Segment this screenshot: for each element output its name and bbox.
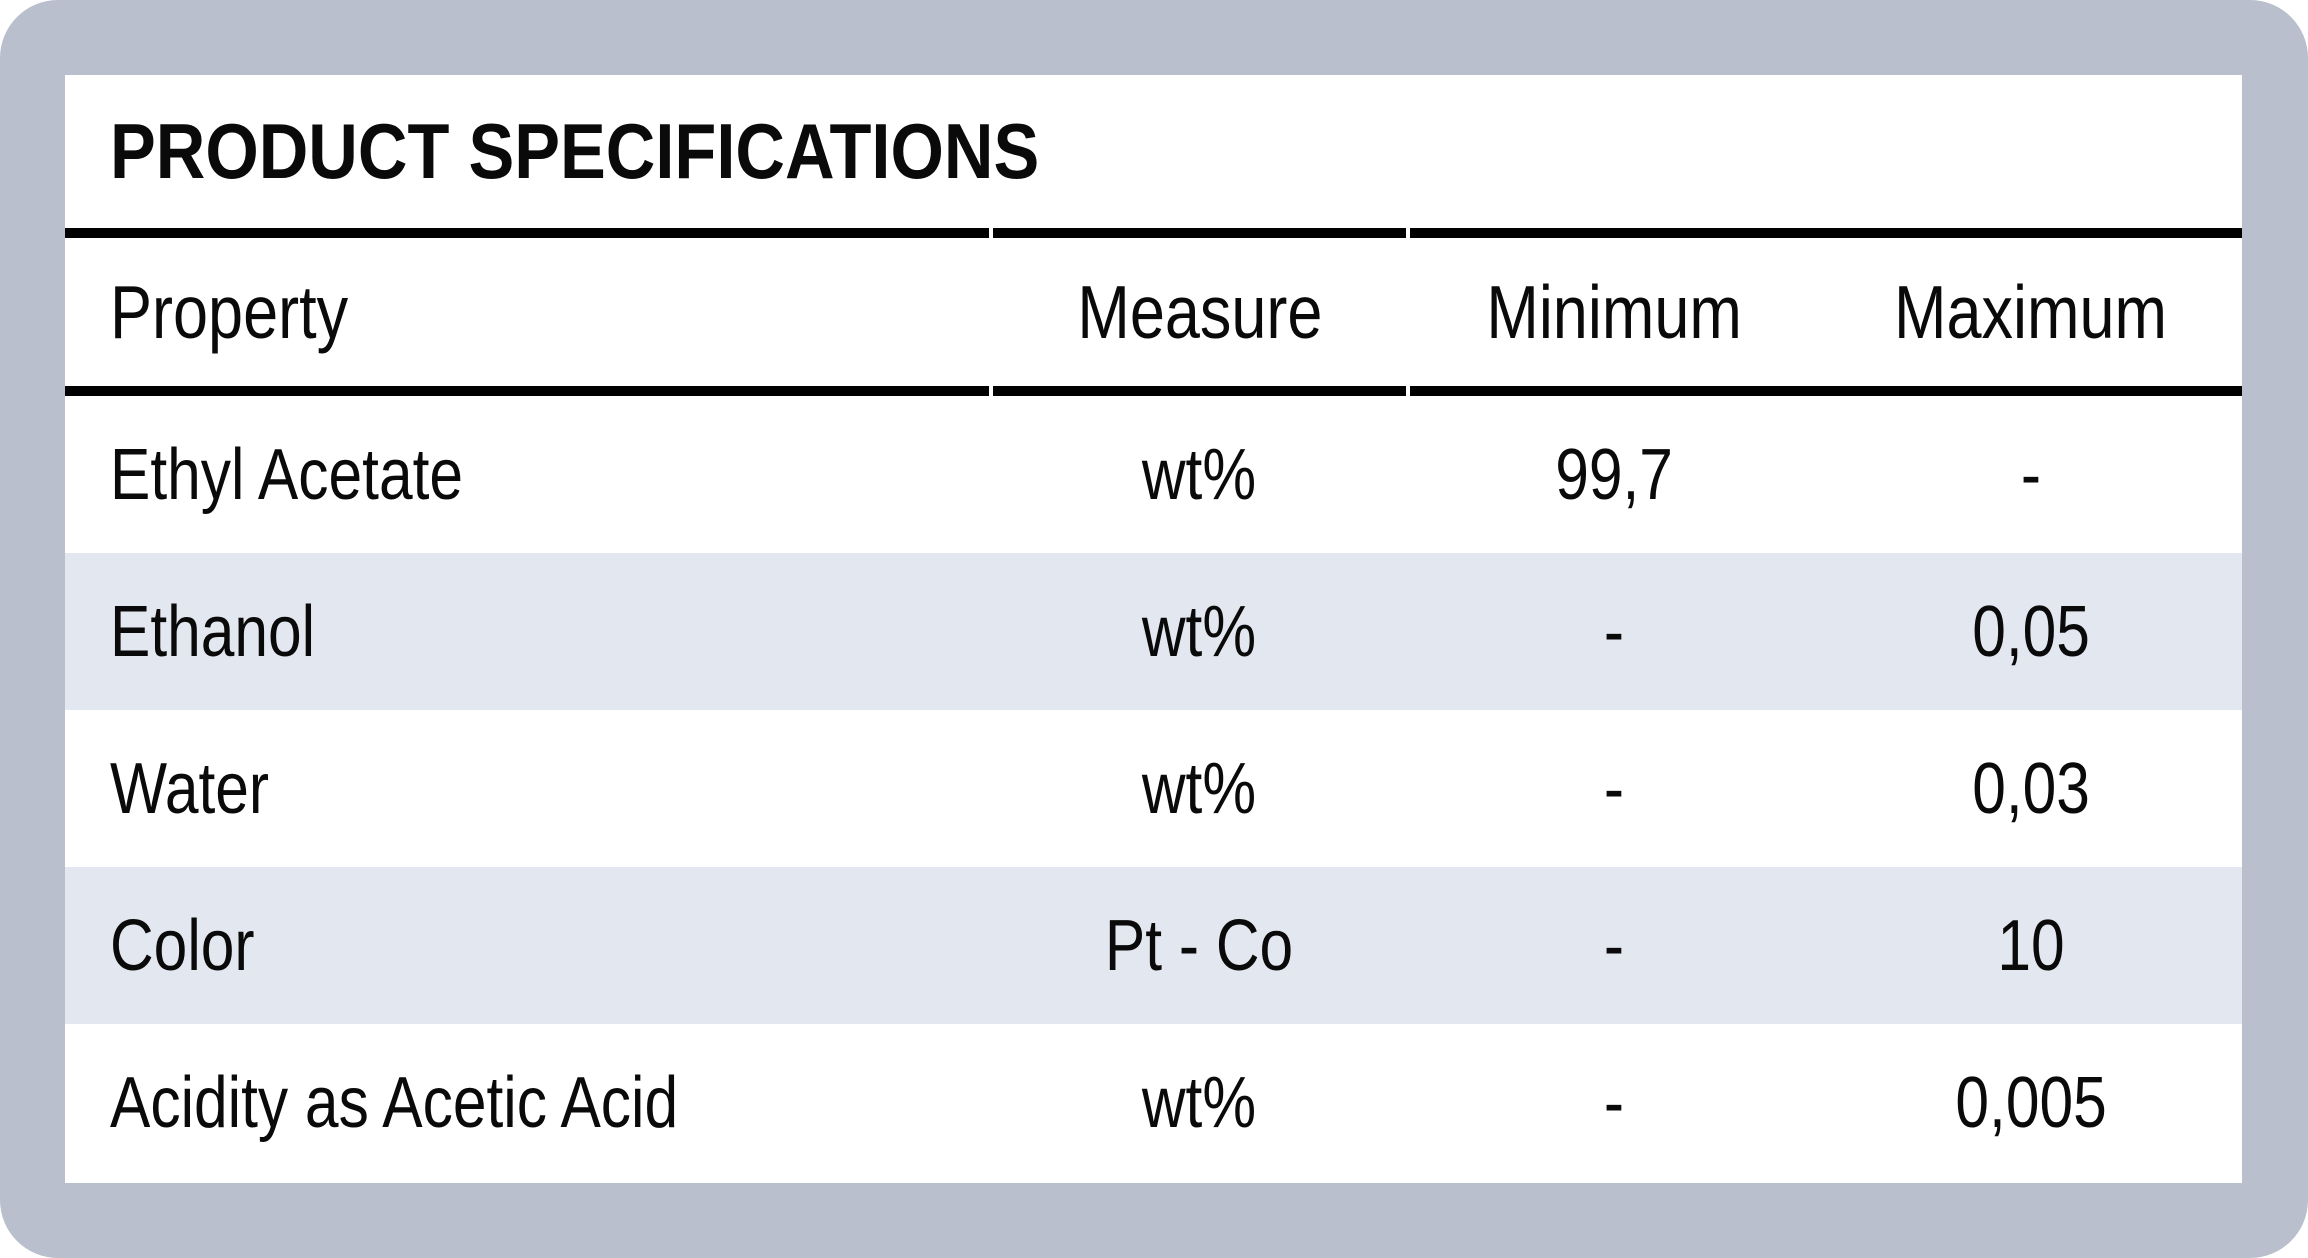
cell-maximum: 10 <box>1997 905 2065 986</box>
rule-segment <box>65 386 989 396</box>
cell-property: Ethanol <box>110 591 316 672</box>
cell-property: Ethyl Acetate <box>110 434 464 515</box>
cell-measure: wt% <box>1142 1062 1257 1143</box>
cell-minimum: - <box>1603 591 1625 672</box>
rule-segment <box>1410 386 2242 396</box>
spec-card: PRODUCT SPECIFICATIONS Property Measure … <box>65 75 2242 1183</box>
cell-property: Water <box>110 748 270 829</box>
table-row: Color Pt - Co - 10 <box>65 867 2242 1024</box>
column-header-measure: Measure <box>1076 270 1323 354</box>
rule-segment <box>65 228 989 238</box>
column-header-minimum: Minimum <box>1486 270 1742 354</box>
cell-maximum: 0,03 <box>1972 748 2090 829</box>
column-header-property: Property <box>110 270 349 354</box>
table-row: Water wt% - 0,03 <box>65 710 2242 867</box>
column-header-maximum: Maximum <box>1894 270 2168 354</box>
page-title: PRODUCT SPECIFICATIONS <box>110 107 1040 195</box>
table-row: Acidity as Acetic Acid wt% - 0,005 <box>65 1024 2242 1181</box>
cell-measure: wt% <box>1142 591 1257 672</box>
cell-measure: wt% <box>1142 748 1257 829</box>
rule-segment <box>993 386 1406 396</box>
rule-segment <box>1410 228 2242 238</box>
cell-property: Acidity as Acetic Acid <box>110 1062 679 1143</box>
divider-rule-top <box>65 228 2242 238</box>
cell-minimum: - <box>1603 905 1625 986</box>
table-row: Ethanol wt% - 0,05 <box>65 553 2242 710</box>
table-header-row: Property Measure Minimum Maximum <box>65 238 2242 386</box>
rule-segment <box>993 228 1406 238</box>
cell-maximum: 0,005 <box>1955 1062 2107 1143</box>
cell-minimum: 99,7 <box>1555 434 1673 515</box>
card-title-bar: PRODUCT SPECIFICATIONS <box>65 75 2242 228</box>
cell-minimum: - <box>1603 1062 1625 1143</box>
divider-rule-header <box>65 386 2242 396</box>
cell-property: Color <box>110 905 255 986</box>
cell-measure: Pt - Co <box>1105 905 1294 986</box>
cell-minimum: - <box>1603 748 1625 829</box>
cell-maximum: 0,05 <box>1972 591 2090 672</box>
cell-maximum: - <box>2020 434 2042 515</box>
table-row: Ethyl Acetate wt% 99,7 - <box>65 396 2242 553</box>
cell-measure: wt% <box>1142 434 1257 515</box>
